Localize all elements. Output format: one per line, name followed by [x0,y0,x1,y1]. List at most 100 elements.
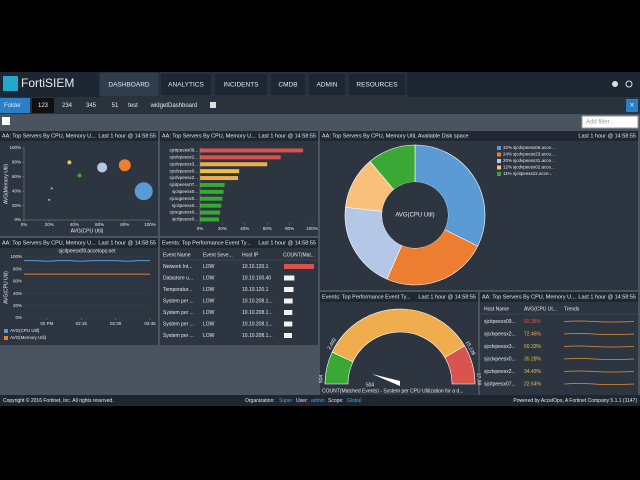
bar-label: sjcdvpeesx3... [169,161,198,166]
nav-tab[interactable] [213,72,269,97]
count-bar [284,321,293,327]
legend-value: 12% [503,165,512,170]
table-cell: 10.10.208.1... [242,310,273,316]
table-cell: Temperatur... [163,287,192,293]
bar [200,148,304,153]
tab-label[interactable]: test [128,103,138,109]
footer-user: admin [311,398,325,404]
widget-time: Last 1 hour @ 14:58:55 [258,240,316,246]
nav-label[interactable]: ADMIN [317,82,338,89]
nav-label[interactable]: INCIDENTS [223,82,259,89]
add-button[interactable] [2,117,10,125]
bubble [134,182,153,201]
count-bar [284,333,292,338]
bar-label: sjcitpeesx07... [169,182,198,187]
tab-label[interactable]: 123 [38,103,49,109]
nav-label[interactable]: ANALYTICS [168,82,204,89]
tab-label[interactable]: 345 [86,103,97,109]
widget-title: AA: Top Servers By CPU, Memory U... [2,240,96,246]
legend-label: AVG(CPU Util) [10,328,40,333]
bar-label: sjcitpeesx0... [172,189,198,194]
bar [200,196,223,201]
needle-label: 504 [366,382,375,388]
table-cell: LOW [203,333,215,339]
footer [0,395,640,406]
legend-swatch [497,159,501,163]
bubble [48,198,51,201]
legend-swatch [497,152,501,157]
table-cell: 10.10.120.1 [242,287,269,293]
x-tick-label: 40% [70,222,79,227]
y-tick-label: 60% [13,279,22,284]
tab-label[interactable]: 51 [112,103,119,109]
bar-label: sjcitpeesx09... [169,148,198,153]
bar-label: sjcsqpeesx0... [169,210,198,215]
table-cell: 10.10.100.40 [242,275,271,281]
table-cell: Network Int... [163,264,192,270]
filter-placeholder[interactable]: Add filter... [586,120,615,126]
bubble [118,159,131,172]
table-cell: 22.64% [524,381,542,387]
x-tick-label: 20% [218,226,227,231]
bar [200,217,220,222]
user-icon[interactable] [612,81,618,87]
table-cell: 34.43% [524,369,542,375]
y-tick-label: 100% [9,145,21,150]
table-cell: 72.46% [524,331,542,337]
footer-org: Super [279,398,293,404]
power-icon[interactable] [625,80,633,88]
table-cell: sjcdvpeesx2... [484,331,516,337]
widget-header [480,292,638,302]
widget-time: Last 1 hour @ 14:58:55 [578,294,636,300]
close-icon[interactable]: × [630,101,635,110]
tab-add[interactable] [210,102,216,108]
folder-button[interactable] [0,98,30,113]
nav-tab[interactable] [307,72,347,97]
nav-label[interactable]: RESOURCES [356,82,398,89]
logo: FortiSIEM [21,76,74,90]
legend-swatch [497,165,501,170]
x-tick-label: 02 PM [40,321,53,326]
filter-input[interactable] [581,115,639,129]
table-cell: LOW [203,264,215,270]
tab-label[interactable]: 234 [62,103,73,109]
close-button[interactable] [626,99,638,112]
bar [200,169,240,174]
folder-label[interactable]: Folder [4,103,21,109]
donut-hole [382,182,448,248]
bar-label: sjcdvpeesx2... [169,155,198,160]
nav-label[interactable]: CMDB [278,82,297,89]
gauge-label: 2,492 [327,337,339,351]
legend-name: sjcdvpeesx02.acce... [513,165,555,170]
tab-active[interactable] [32,98,54,113]
table-cell: LOW [203,310,215,316]
tab-label[interactable]: widgetDashboard [150,103,198,109]
widget-header [160,238,318,248]
trend-sparkline [563,333,635,335]
copyright: Copyright © 2016 Fortinet, Inc. All righ… [3,397,114,404]
trend-sparkline [563,320,635,323]
legend-value: 11% [503,171,512,176]
table-cell: sjcitpeesx09... [484,319,516,325]
nav-tab[interactable] [269,72,307,97]
count-bar [284,298,293,304]
table-cell: sjcitpeesx07... [484,381,516,387]
nav-tab[interactable] [99,72,159,97]
y-axis-label: AVG(Memory Util) [3,164,9,205]
bubble [77,173,82,178]
bar-label: sjcitpeesx0... [172,217,198,222]
x-tick-label: 02:45 [144,321,156,326]
nav-tab[interactable] [347,72,407,97]
legend-value: 20% [503,158,512,163]
table-cell: sjcdvpeesx2... [484,369,516,375]
count-bar [284,264,314,269]
nav-label[interactable]: DASHBOARD [108,82,149,89]
footer-user-label: User: [296,398,308,404]
bar [200,203,222,208]
trend-sparkline [563,358,635,360]
y-tick-label: 20% [13,303,22,308]
bar-label: sjcdvpeesx2... [169,175,198,180]
table-cell: 35.28% [524,356,542,362]
nav-tab[interactable] [159,72,213,97]
bar [200,155,281,160]
